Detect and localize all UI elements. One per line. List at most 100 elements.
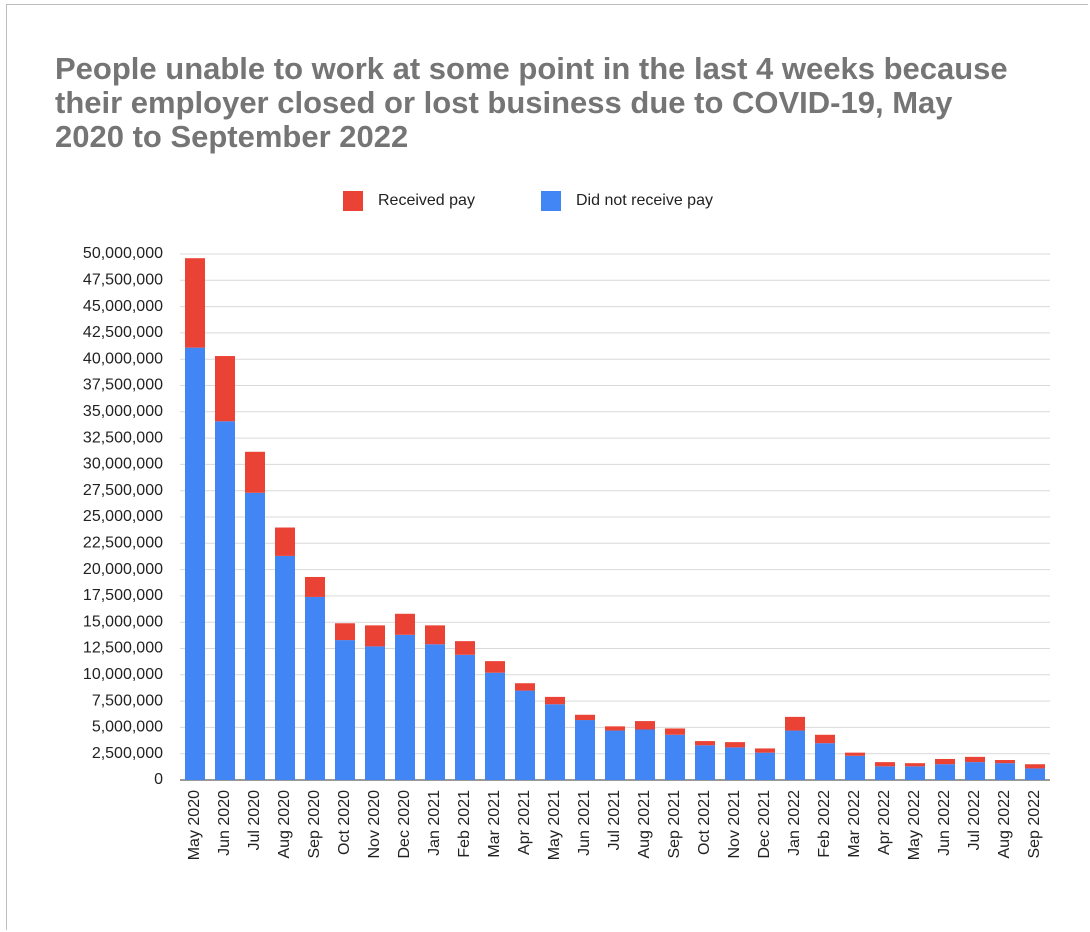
bar-segment bbox=[665, 728, 685, 735]
bar-segment bbox=[485, 672, 505, 780]
y-tick-label: 22,500,000 bbox=[83, 535, 163, 552]
y-tick-label: 30,000,000 bbox=[83, 456, 163, 473]
bar-segment bbox=[275, 555, 295, 780]
bar-segment bbox=[785, 730, 805, 780]
bar-segment bbox=[875, 766, 895, 780]
bar-segment bbox=[245, 492, 265, 780]
bar-segment bbox=[845, 755, 865, 780]
y-tick-label: 50,000,000 bbox=[83, 245, 163, 262]
bar-segment bbox=[965, 762, 985, 780]
bar-segment bbox=[605, 726, 625, 731]
x-tick-label: Apr 2021 bbox=[516, 790, 533, 855]
x-tick-label: Sep 2022 bbox=[1026, 790, 1043, 859]
legend-swatch bbox=[541, 191, 561, 211]
y-tick-label: 35,000,000 bbox=[83, 403, 163, 420]
x-tick-label: May 2022 bbox=[906, 790, 923, 860]
y-tick-label: 37,500,000 bbox=[83, 377, 163, 394]
x-tick-label: Jul 2022 bbox=[966, 790, 983, 851]
y-tick-label: 42,500,000 bbox=[83, 324, 163, 341]
bar-segment bbox=[455, 654, 475, 780]
bar-segment bbox=[905, 763, 925, 767]
bar-segment bbox=[935, 758, 955, 765]
bar-segment bbox=[965, 756, 985, 763]
bar-segment bbox=[545, 696, 565, 705]
bar-segment bbox=[635, 729, 655, 780]
bar-segment bbox=[365, 646, 385, 780]
x-tick-label: Aug 2020 bbox=[276, 790, 293, 859]
bar-segment bbox=[365, 625, 385, 647]
bar-segment bbox=[455, 641, 475, 655]
x-tick-label: Jun 2022 bbox=[936, 790, 953, 856]
bar-segment bbox=[695, 741, 715, 746]
bar-segment bbox=[245, 451, 265, 493]
x-tick-label: Dec 2020 bbox=[396, 790, 413, 859]
y-tick-label: 7,500,000 bbox=[92, 692, 163, 709]
bar-segment bbox=[425, 644, 445, 780]
bar-segment bbox=[635, 721, 655, 730]
y-tick-label: 0 bbox=[154, 771, 163, 788]
bar-segment bbox=[185, 347, 205, 780]
bar-segment bbox=[575, 714, 595, 721]
y-tick-label: 5,000,000 bbox=[92, 719, 163, 736]
bar-segment bbox=[275, 527, 295, 556]
bar-segment bbox=[815, 743, 835, 780]
x-tick-label: Jun 2020 bbox=[216, 790, 233, 856]
bar-segment bbox=[605, 730, 625, 780]
x-tick-label: Nov 2020 bbox=[366, 790, 383, 859]
x-tick-label: May 2021 bbox=[546, 790, 563, 860]
bar-segment bbox=[1025, 764, 1045, 769]
y-tick-label: 27,500,000 bbox=[83, 482, 163, 499]
bar-segment bbox=[545, 704, 565, 780]
bar-segment bbox=[995, 760, 1015, 764]
bar-segment bbox=[995, 763, 1015, 780]
x-tick-label: Feb 2021 bbox=[456, 790, 473, 858]
y-tick-label: 47,500,000 bbox=[83, 272, 163, 289]
bar-segment bbox=[485, 661, 505, 673]
bar-segment bbox=[305, 576, 325, 597]
bar-segment bbox=[665, 734, 685, 780]
bar-segment bbox=[725, 742, 745, 748]
x-tick-label: Apr 2022 bbox=[876, 790, 893, 855]
x-tick-label: Oct 2020 bbox=[336, 790, 353, 855]
x-tick-label: Feb 2022 bbox=[816, 790, 833, 858]
x-tick-label: Mar 2021 bbox=[486, 790, 503, 858]
x-tick-label: Mar 2022 bbox=[846, 790, 863, 858]
y-tick-label: 20,000,000 bbox=[83, 561, 163, 578]
bar-segment bbox=[845, 752, 865, 756]
bar-segment bbox=[905, 766, 925, 780]
bar-segment bbox=[755, 748, 775, 753]
bar-segment bbox=[215, 421, 235, 780]
y-tick-label: 2,500,000 bbox=[92, 745, 163, 762]
bar-segment bbox=[875, 762, 895, 767]
bar-segment bbox=[335, 623, 355, 641]
bar-segment bbox=[425, 625, 445, 645]
y-tick-label: 25,000,000 bbox=[83, 508, 163, 525]
bar-segment bbox=[695, 745, 715, 780]
legend-label: Did not receive pay bbox=[576, 192, 713, 209]
bar-segment bbox=[395, 634, 415, 780]
x-tick-label: Oct 2021 bbox=[696, 790, 713, 855]
y-tick-label: 17,500,000 bbox=[83, 587, 163, 604]
y-tick-label: 40,000,000 bbox=[83, 350, 163, 367]
x-tick-label: May 2020 bbox=[186, 790, 203, 860]
y-tick-label: 10,000,000 bbox=[83, 666, 163, 683]
bar-segment bbox=[575, 720, 595, 780]
x-tick-label: Jun 2021 bbox=[576, 790, 593, 856]
legend-swatch bbox=[343, 191, 363, 211]
x-tick-label: Dec 2021 bbox=[756, 790, 773, 859]
bar-segment bbox=[815, 734, 835, 744]
y-tick-label: 12,500,000 bbox=[83, 640, 163, 657]
bar-segment bbox=[1025, 768, 1045, 780]
x-tick-label: Jan 2022 bbox=[786, 790, 803, 856]
bar-segment bbox=[395, 613, 415, 635]
bar-segment bbox=[515, 683, 535, 691]
bar-segment bbox=[515, 690, 535, 780]
bar-segment bbox=[725, 747, 745, 780]
bar-segment bbox=[935, 764, 955, 780]
y-tick-label: 32,500,000 bbox=[83, 429, 163, 446]
x-tick-label: Aug 2021 bbox=[636, 790, 653, 859]
y-tick-label: 15,000,000 bbox=[83, 613, 163, 630]
x-tick-label: Jul 2021 bbox=[606, 790, 623, 851]
